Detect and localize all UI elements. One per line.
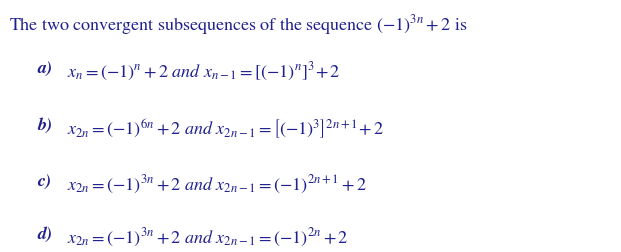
Text: b): b): [37, 117, 52, 134]
Text: $x_{2n}=(-1)^{3n}+2$ and $x_{2n-1}=(-1)^{2n}+2$: $x_{2n}=(-1)^{3n}+2$ and $x_{2n-1}=(-1)^…: [67, 227, 348, 249]
Text: a): a): [37, 60, 52, 77]
Text: $x_{2n}=(-1)^{6n}+2$ and $x_{2n-1}=\left[(-1)^{3}\right]^{2n+1}\!+2$: $x_{2n}=(-1)^{6n}+2$ and $x_{2n-1}=\left…: [67, 117, 384, 141]
Text: d): d): [37, 227, 52, 243]
Text: c): c): [37, 174, 52, 190]
Text: $x_{2n}=(-1)^{3n}+2$ and $x_{2n-1}=(-1)^{2n+1}+2$: $x_{2n}=(-1)^{3n}+2$ and $x_{2n-1}=(-1)^…: [67, 174, 367, 196]
Text: $x_n=(-1)^{n}+2$ and $x_{n-1}=\left[(-1)^{n}\right]^3\!+2$: $x_n=(-1)^{n}+2$ and $x_{n-1}=\left[(-1)…: [67, 60, 341, 83]
Text: The two convergent subsequences of the sequence $(-1)^{3n}+2$ is: The two convergent subsequences of the s…: [9, 13, 468, 37]
